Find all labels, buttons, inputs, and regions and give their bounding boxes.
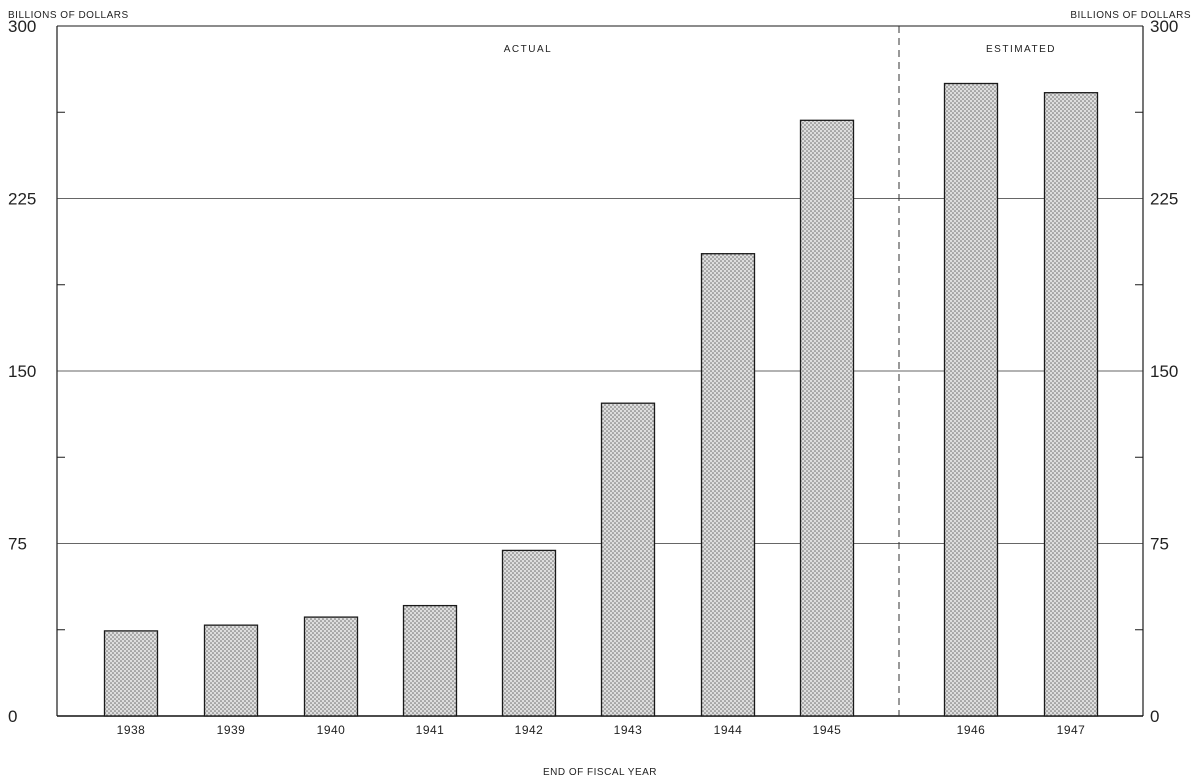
x-tick-label-1946: 1946 — [957, 723, 986, 737]
y-tick-label-left: 225 — [8, 190, 36, 209]
bar-1942 — [501, 549, 557, 717]
x-axis-title: END OF FISCAL YEAR — [543, 767, 657, 778]
x-tick-label-1940: 1940 — [317, 723, 346, 737]
y-tick-label-right: 75 — [1150, 535, 1169, 554]
y-tick-label-right: 0 — [1150, 707, 1159, 726]
x-tick-label-1939: 1939 — [217, 723, 246, 737]
y-tick-label-right: 150 — [1150, 362, 1178, 381]
x-tick-labels: 1938 1939 1940 1941 1942 1943 1944 1945 1946 1947 — [117, 723, 1086, 737]
x-tick-label-1947: 1947 — [1057, 723, 1086, 737]
x-tick-label-1938: 1938 — [117, 723, 146, 737]
region-label-actual: ACTUAL — [504, 44, 552, 55]
bars — [103, 82, 1099, 717]
bar-1943 — [600, 402, 656, 717]
bar-1940 — [303, 616, 359, 717]
x-tick-label-1941: 1941 — [416, 723, 445, 737]
bar-1941 — [402, 604, 458, 717]
region-label-estimated: ESTIMATED — [986, 44, 1056, 55]
bar-1939 — [203, 624, 259, 717]
y-ticks: 0 0 75 75 150 150 225 225 300 300 — [8, 17, 1178, 726]
y-axis-title-right: BILLIONS OF DOLLARS — [1070, 10, 1191, 21]
x-tick-label-1944: 1944 — [714, 723, 743, 737]
x-tick-label-1942: 1942 — [515, 723, 544, 737]
bar-1944 — [700, 253, 756, 717]
bar-1947 — [1043, 92, 1099, 717]
x-tick-label-1943: 1943 — [614, 723, 643, 737]
y-tick-label-left: 0 — [8, 707, 17, 726]
y-tick-label-left: 75 — [8, 535, 27, 554]
bar-1938 — [103, 630, 159, 717]
y-tick-label-left: 300 — [8, 17, 36, 36]
y-tick-label-right: 225 — [1150, 190, 1178, 209]
x-tick-label-1945: 1945 — [813, 723, 842, 737]
y-axis-title-left: BILLIONS OF DOLLARS — [8, 10, 129, 21]
y-tick-label-right: 300 — [1150, 17, 1178, 36]
bar-1946 — [943, 82, 999, 717]
bar-1945 — [799, 119, 855, 717]
y-tick-label-left: 150 — [8, 362, 36, 381]
